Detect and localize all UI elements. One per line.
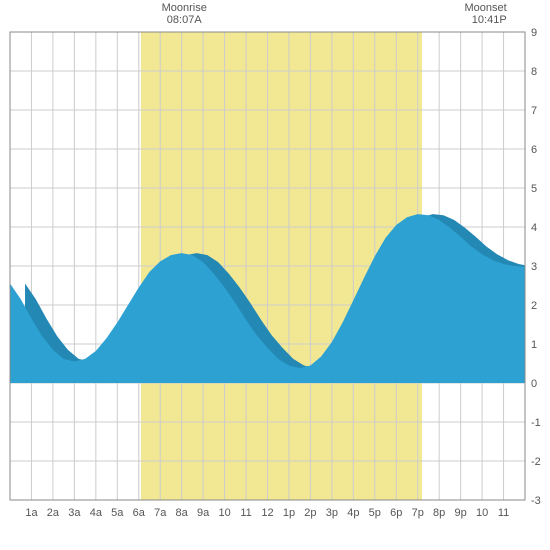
- x-tick-label: 2a: [47, 507, 60, 519]
- x-tick-label: 7p: [412, 507, 424, 519]
- x-tick-label: 5a: [111, 507, 124, 519]
- x-tick-label: 7a: [154, 507, 167, 519]
- moonset-label: Moonset: [447, 2, 507, 14]
- x-tick-label: 8p: [433, 507, 445, 519]
- y-tick-label: 3: [531, 261, 537, 273]
- x-tick-label: 6a: [133, 507, 146, 519]
- tide-chart: Moonrise 08:07A Moonset 10:41P -3-2-1012…: [0, 0, 550, 550]
- x-tick-label: 9p: [455, 507, 467, 519]
- x-tick-label: 9a: [197, 507, 210, 519]
- moonrise-label: Moonrise: [154, 2, 214, 14]
- x-tick-label: 10: [476, 507, 488, 519]
- x-tick-label: 10: [218, 507, 230, 519]
- y-tick-label: 0: [531, 378, 537, 390]
- y-tick-label: -3: [531, 495, 541, 507]
- x-tick-label: 8a: [176, 507, 189, 519]
- x-tick-label: 4p: [347, 507, 359, 519]
- moonset-block: Moonset 10:41P: [447, 2, 507, 26]
- x-tick-label: 11: [240, 507, 251, 519]
- y-tick-label: 7: [531, 105, 537, 117]
- x-tick-label: 3p: [326, 507, 338, 519]
- x-tick-label: 6p: [390, 507, 402, 519]
- moonrise-block: Moonrise 08:07A: [154, 2, 214, 26]
- y-tick-label: 2: [531, 300, 537, 312]
- x-tick-label: 12: [261, 507, 273, 519]
- y-tick-label: 8: [531, 66, 537, 78]
- x-tick-label: 5p: [369, 507, 381, 519]
- y-tick-label: 6: [531, 144, 537, 156]
- x-tick-label: 1a: [25, 507, 38, 519]
- chart-svg: -3-2-101234567891a2a3a4a5a6a7a8a9a101112…: [0, 0, 550, 550]
- x-tick-label: 4a: [90, 507, 103, 519]
- x-tick-label: 11: [498, 507, 509, 519]
- header-labels: Moonrise 08:07A Moonset 10:41P: [0, 2, 550, 32]
- y-tick-label: 5: [531, 183, 537, 195]
- moonset-time: 10:41P: [447, 14, 507, 26]
- y-tick-label: 4: [531, 222, 537, 234]
- y-tick-label: 1: [531, 339, 537, 351]
- x-tick-label: 1p: [283, 507, 295, 519]
- moonrise-time: 08:07A: [154, 14, 214, 26]
- y-tick-label: -2: [531, 456, 541, 468]
- x-tick-label: 2p: [304, 507, 316, 519]
- y-tick-label: -1: [531, 417, 541, 429]
- x-tick-label: 3a: [68, 507, 81, 519]
